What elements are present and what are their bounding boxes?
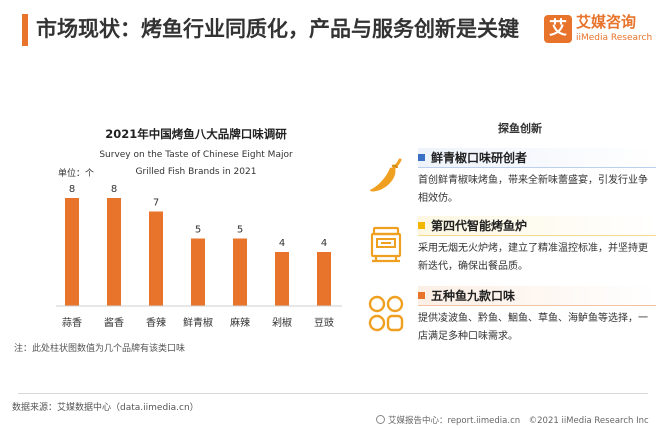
item-title: 第四代智能烤鱼炉	[431, 219, 528, 233]
bar-value-label-4: 5	[237, 225, 243, 236]
chili-pepper-icon	[364, 154, 408, 198]
bar-0	[65, 198, 79, 306]
footer-divider	[18, 393, 648, 394]
bar-2	[149, 211, 163, 306]
bar-value-label-5: 4	[279, 238, 285, 249]
chart-title: 2021年中国烤鱼八大品牌口味调研	[105, 127, 287, 141]
logo-name-cn: 艾媒咨询	[576, 13, 637, 31]
item-description: 采用无烟无火炉烤，建立了精准温控标准，并坚持更新迭代，确保出餐品质。	[418, 243, 648, 272]
header: 市场现状：烤鱼行业同质化，产品与服务创新是关键	[0, 0, 660, 56]
item-title: 五种鱼九款口味	[431, 289, 516, 303]
item-square-marker	[418, 154, 425, 161]
logo-name-en: iiMedia Research	[576, 33, 653, 43]
bar-value-label-6: 4	[321, 238, 327, 249]
grill-stove-icon	[364, 222, 408, 266]
panel-title: 探鱼创新	[498, 122, 542, 135]
category-label-0: 蒜香	[62, 317, 82, 329]
innovation-item-3: 五种鱼九款口味 提供凌波鱼、黔鱼、鮰鱼、草鱼、海鲈鱼等选择，一店满足多种口味需求…	[418, 286, 656, 346]
bar-1	[107, 198, 121, 306]
title-accent-bar	[22, 14, 28, 46]
bar-3	[191, 238, 205, 306]
chart-subtitle-line2: Grilled Fish Brands in 2021	[136, 167, 257, 177]
footer-copyright: 艾媒报告中心：report.iimedia.cn ©2021 iiMedia R…	[376, 414, 649, 426]
report-center-icon	[376, 415, 385, 424]
bar-4	[233, 238, 247, 306]
bar-5	[275, 252, 289, 306]
bar-value-label-3: 5	[195, 225, 201, 236]
category-label-6: 豆豉	[314, 317, 334, 329]
footer-text: 艾媒报告中心：report.iimedia.cn ©2021 iiMedia R…	[388, 416, 649, 426]
innovation-item-2: 第四代智能烤鱼炉 采用无烟无火炉烤，建立了精准温控标准，并坚持更新迭代，确保出餐…	[418, 216, 656, 276]
category-label-1: 酱香	[104, 316, 124, 329]
item-square-marker	[418, 292, 425, 299]
item-description: 提供凌波鱼、黔鱼、鮰鱼、草鱼、海鲈鱼等选择，一店满足多种口味需求。	[418, 313, 648, 342]
bar-value-label-0: 8	[69, 184, 75, 195]
item-title: 鲜青椒口味研创者	[431, 151, 528, 165]
category-label-3: 鲜青椒	[183, 316, 213, 329]
bar-value-label-1: 8	[111, 184, 117, 195]
bar-value-label-2: 7	[153, 198, 159, 209]
innovation-item-1: 鲜青椒口味研创者 首创鲜青椒味烤鱼，带来全新味蕾盛宴，引发行业争相效仿。	[418, 148, 656, 208]
category-label-4: 麻辣	[230, 316, 250, 329]
category-label-5: 剁椒	[272, 316, 292, 329]
chart-subtitle-line1: Survey on the Taste of Chinese Eight Maj…	[99, 150, 293, 160]
chart-footnote: 注：此处柱状图数值为几个品牌有该类口味	[14, 344, 186, 354]
page-title: 市场现状：烤鱼行业同质化，产品与服务创新是关键	[36, 17, 519, 41]
data-source: 数据来源：艾媒数据中心（data.iimedia.cn）	[12, 403, 199, 413]
category-label-2: 香辣	[146, 316, 166, 329]
item-description: 首创鲜青椒味烤鱼，带来全新味蕾盛宴，引发行业争相效仿。	[418, 175, 648, 204]
bar-6	[317, 252, 331, 306]
brand-logo: 艾 艾媒咨询 iiMedia Research	[544, 13, 656, 47]
grid-circles-icon	[364, 292, 408, 336]
logo-mark-icon: 艾	[544, 15, 572, 43]
item-square-marker	[418, 222, 425, 229]
chart-unit-label: 单位：个	[58, 167, 94, 179]
